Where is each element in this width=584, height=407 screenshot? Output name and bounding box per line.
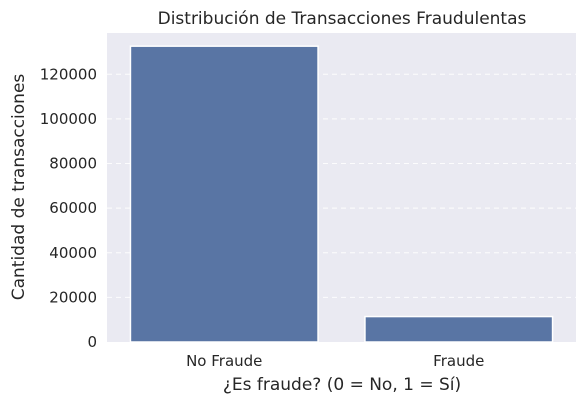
x-tick-label: No Fraude xyxy=(186,352,262,370)
bars xyxy=(129,45,554,343)
x-tick-label: Fraude xyxy=(433,352,484,370)
y-tick-label: 40000 xyxy=(49,244,97,262)
y-tick-labels: 0 20000 40000 60000 80000 100000 120000 xyxy=(40,65,97,351)
chart-title: Distribución de Transacciones Fraudulent… xyxy=(158,9,527,29)
y-tick-label: 20000 xyxy=(49,288,97,306)
gridlines xyxy=(107,73,576,298)
x-axis-label: ¿Es fraude? (0 = No, 1 = Sí) xyxy=(223,375,461,395)
bar-no-fraude xyxy=(129,45,319,343)
x-tick-labels: No Fraude Fraude xyxy=(186,352,484,370)
bar-fraude xyxy=(364,315,554,343)
y-tick-label: 60000 xyxy=(49,199,97,217)
y-tick-label: 100000 xyxy=(40,110,97,128)
y-tick-label: 0 xyxy=(87,333,97,351)
y-axis-label: Cantidad de transacciones xyxy=(9,74,29,301)
y-tick-label: 120000 xyxy=(40,65,97,83)
y-tick-label: 80000 xyxy=(49,155,97,173)
